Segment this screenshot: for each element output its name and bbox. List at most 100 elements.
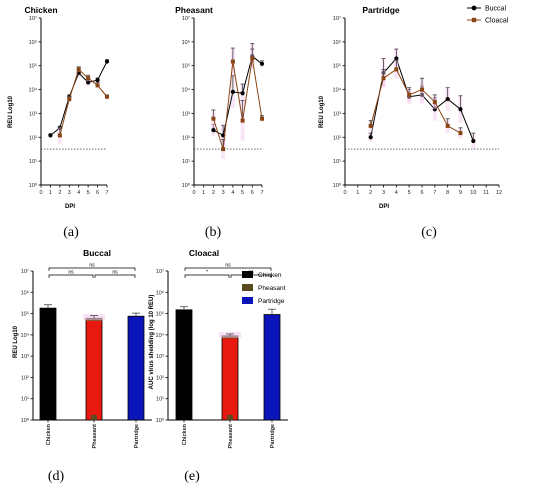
chart-e-significance-bracket: [184, 267, 272, 271]
chart-d-x-tick-label: Chicken: [46, 423, 52, 445]
chart-c-x-tick-label: 12: [496, 190, 502, 196]
chart-d-bar-chicken: [39, 307, 57, 421]
chart-d-significance-label: ns: [68, 270, 74, 276]
chart-e-significance-label: ns: [225, 263, 231, 269]
panel-label-e: (e): [184, 469, 200, 484]
chart-b-y-tick-label: 10²: [182, 135, 190, 141]
chart-a-cloacal-line: [59, 68, 108, 136]
legend-pheasant-swatch: [242, 284, 253, 291]
chart-b-buccal-point: [240, 91, 245, 96]
chart-c-x-tick-label: 6: [420, 190, 423, 196]
chart-e-y-tick-label: 10⁰: [156, 417, 165, 424]
chart-e-significance-label: *: [206, 270, 208, 276]
chart-e-y-tick-label: 10⁵: [156, 311, 164, 318]
chart-c-y-tick-label: 10⁰: [333, 182, 342, 189]
chart-b-buccal-point: [211, 128, 216, 133]
chart-a-y-tick-label: 10⁴: [29, 87, 38, 94]
panel-label-a: (a): [63, 225, 79, 240]
chart-c-x-tick-label: 9: [459, 190, 462, 196]
chart-a-y-tick-label: 10¹: [29, 159, 37, 165]
chart-b-y-tick-label: 10⁴: [182, 87, 191, 94]
chart-e-title: Cloacal: [189, 248, 219, 258]
chart-b-y-tick-label: 10³: [182, 111, 190, 117]
chart-c-x-tick-label: 2: [369, 190, 372, 196]
chart-a-cloacal-point: [105, 94, 109, 99]
chart-c-buccal-point: [394, 56, 399, 61]
chart-b-y-tick-label: 10⁷: [182, 15, 190, 22]
chart-e-significance-bracket: [230, 274, 272, 278]
chart-c-y-tick-label: 10³: [333, 111, 341, 117]
bar-legend: Chicken Pheasant Partridge: [242, 271, 286, 305]
chart-c-y-tick-label: 10⁴: [333, 87, 342, 94]
chart-c-title: Partridge: [362, 5, 400, 15]
legend-chicken-swatch: [242, 271, 253, 278]
chart-e-x-tick-label: Pheasant: [228, 424, 234, 449]
chart-c-x-tick-label: 11: [483, 190, 489, 196]
chart-c-cloacal-point: [381, 76, 386, 81]
chart-c-cloacal-point: [368, 123, 373, 128]
chart-b-cloacal-line: [212, 58, 263, 150]
chart-d-significance-label: ns: [112, 270, 118, 276]
chart-c-buccal-point: [419, 92, 425, 97]
legend-buccal-marker: [471, 5, 477, 11]
chart-a-xlabel: DPI: [65, 204, 75, 210]
panel-label-d: (d): [48, 469, 65, 484]
chart-b-buccal-point: [230, 89, 235, 94]
chart-b-x-tick-label: 4: [231, 190, 234, 196]
chart-e-bar-chicken: [175, 309, 193, 421]
chart-c-x-tick-label: 0: [343, 190, 346, 196]
chart-b-cloacal-point: [230, 59, 235, 64]
chart-b-cloacal-point: [211, 116, 216, 121]
chart-a-y-tick-label: 10³: [29, 111, 37, 117]
chart-c-x-tick-label: 7: [433, 190, 436, 196]
chart-e-significance-bracket: [184, 274, 230, 278]
chart-c-cloacal-line: [370, 68, 461, 134]
chart-d-y-tick-label: 10²: [21, 375, 29, 381]
legend-cloacal-label: Cloacal: [485, 18, 509, 25]
chart-b-title: Pheasant: [175, 5, 213, 15]
chart-c-y-tick-label: 10⁵: [333, 63, 341, 70]
chart-d-significance-bracket: [48, 267, 136, 271]
chart-c-cloacal-point: [458, 131, 463, 136]
chart-d-title: Buccal: [83, 248, 111, 258]
chart-b-x-tick-label: 5: [241, 190, 244, 196]
legend-cloacal-marker: [471, 17, 477, 23]
chart-e-x-tick-label: Chicken: [182, 423, 188, 445]
chart-d-bar-partridge: [127, 315, 145, 421]
chart-a-y-tick-label: 10⁵: [29, 63, 37, 70]
chart-b-cloacal-point: [221, 147, 226, 152]
chart-b-cloacal-point: [260, 116, 264, 121]
chart-d-y-tick-label: 10¹: [21, 397, 29, 403]
chart-a-x-tick-label: 4: [77, 190, 80, 196]
chart-a-x-tick-label: 3: [68, 190, 71, 196]
chart-c-x-tick-label: 4: [395, 190, 398, 196]
chart-d-y-tick-label: 10³: [21, 354, 29, 360]
chart-c-cloacal-point: [432, 100, 437, 105]
chart-b-x-tick-label: 2: [212, 190, 215, 196]
chart-e-y-tick-label: 10⁴: [156, 332, 165, 339]
chart-a-buccal-point: [104, 59, 110, 64]
chart-c-buccal-point: [471, 138, 476, 144]
chart-a-buccal-point: [48, 133, 53, 138]
chart-d-x-tick-label: Partridge: [134, 424, 140, 448]
chart-a-x-tick-label: 2: [58, 190, 61, 196]
chart-e-bar-pheasant: [221, 335, 239, 421]
chart-a-x-tick-label: 0: [39, 190, 42, 196]
chart-b-x-tick-label: 7: [260, 190, 263, 196]
chart-b-x-tick-label: 0: [192, 190, 195, 196]
chart-a-x-tick-label: 7: [105, 190, 108, 196]
chart-d-y-tick-label: 10⁶: [21, 289, 29, 296]
chart-c-cloacal-point: [420, 87, 424, 92]
chart-e-ylabel: AUC virus shedding (log 10 REU): [149, 295, 155, 390]
chart-e-y-tick-label: 10⁷: [156, 268, 164, 275]
chart-a-y-tick-label: 10⁷: [29, 15, 37, 22]
chart-c-y-tick-label: 10⁶: [333, 39, 341, 46]
chart-b-cloacal-point: [250, 56, 255, 61]
chart-c-y-tick-label: 10²: [333, 135, 341, 141]
chart-c-y-tick-label: 10⁷: [333, 15, 341, 22]
chart-d-y-tick-label: 10⁵: [21, 311, 29, 318]
legend-chicken-label: Chicken: [258, 272, 282, 279]
